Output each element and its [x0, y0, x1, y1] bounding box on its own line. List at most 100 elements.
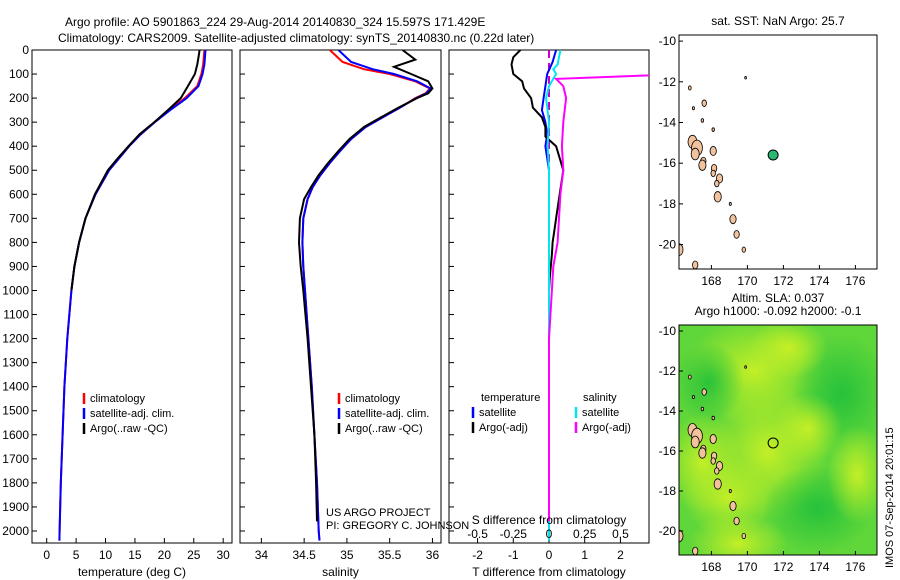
temperature-ytick-label: 1700 [2, 452, 29, 466]
sla_map-ytick-label: -20 [659, 524, 677, 538]
sla_map-island [692, 546, 699, 555]
sla_map-heatmap-cell [747, 325, 828, 378]
temperature-ytick-label: 1100 [3, 308, 29, 322]
sst_map-island [700, 118, 705, 123]
sst_map-ytick-label: -16 [659, 156, 677, 170]
salinity-plot-frame [239, 49, 442, 544]
temperature-xtick-label: 25 [187, 548, 201, 562]
difference-legend-salinity-header: salinity [583, 392, 617, 404]
temperature-x-axis-label: temperature (deg C) [78, 565, 186, 579]
temperature-ytick-label: 800 [9, 235, 29, 249]
temperature-ytick-label: 1400 [2, 380, 29, 394]
salinity-series-argo-raw-qc--line [297, 50, 434, 522]
sst_map-island [691, 106, 695, 111]
temperature-ytick-label: 1300 [2, 356, 29, 370]
sla_map-heatmap-cell [679, 342, 744, 423]
sla_map-island [713, 478, 722, 490]
temperature-xtick-label: 10 [99, 548, 113, 562]
title-line-2: Climatology: CARS2009. Satellite-adjuste… [58, 31, 534, 45]
sla-map-title-line-2: Argo h1000: -0.092 h2000: -0.1 [695, 304, 862, 318]
difference-legend-temp-satellite-label: satellite [479, 407, 516, 419]
difference-x2-tick-label: 0.25 [573, 527, 597, 541]
sla_map-island [741, 533, 746, 540]
difference-profile-chart: -2 -1 0 1 2 T difference from climatology temp… [448, 49, 650, 579]
temperature-ytick-label: 400 [9, 139, 29, 153]
sst_map-xtick-label: 176 [845, 274, 865, 288]
title-line-1: Argo profile: AO 5901863_224 29-Aug-2014… [65, 15, 485, 29]
sst_map-ytick-label: -10 [659, 34, 677, 48]
sla_map-island [711, 415, 715, 421]
sla_map-xtick-label: 170 [737, 560, 757, 574]
sla-location-map: 168 170 172 174 176 -10 -12 -14 -16 -18 -20 Altim. … [659, 291, 878, 574]
sst_map-background [679, 35, 877, 269]
difference-x2-tick-label: -0.5 [467, 527, 488, 541]
sst_map-island [741, 246, 746, 253]
sla_map-island [714, 467, 720, 475]
sst_map-island [733, 230, 740, 239]
difference-x-axis-label: T difference from climatology [472, 565, 626, 579]
sst_map-xtick-label: 174 [809, 274, 829, 288]
difference-xtick-label: -2 [472, 548, 483, 562]
temperature-ytick-label: 600 [9, 187, 29, 201]
sla_map-xtick-label: 174 [809, 560, 829, 574]
salinity-xtick-label: 34 [255, 548, 269, 562]
temperature-ytick-label: 700 [9, 211, 29, 225]
salinity-legend-2-label: Argo(..raw -QC) [345, 423, 423, 435]
sla_map-content [679, 325, 877, 555]
sla_map-island [710, 457, 716, 465]
sla_map-island [698, 447, 707, 459]
temperature-xtick-label: 0 [43, 548, 50, 562]
difference-xtick-label: 0 [546, 548, 553, 562]
sla_map-float-marker [767, 437, 779, 449]
sla_map-frame [678, 324, 878, 556]
salinity-legend-1-label: satellite-adj. clim. [345, 408, 429, 420]
temperature-xtick-label: 5 [73, 548, 80, 562]
salinity-xtick-label: 35 [340, 548, 354, 562]
sla_map-ytick-label: -16 [659, 444, 677, 458]
difference-series-satellite-line [545, 50, 562, 541]
sst_map-island [710, 169, 716, 178]
sla_map-ytick-label: -12 [659, 364, 677, 378]
sla_map-ytick-label: -14 [659, 404, 677, 418]
difference-xtick-label: 2 [617, 548, 624, 562]
sst_map-xtick-label: 168 [701, 274, 721, 288]
sla_map-xtick-label: 168 [701, 560, 721, 574]
sla_map-island [709, 434, 717, 444]
temperature-plot-frame [31, 49, 233, 544]
difference-series-argo-adj--line [548, 74, 649, 522]
difference-xtick-label: 1 [581, 548, 588, 562]
sst_map-island [687, 85, 692, 91]
sla_map-island [701, 388, 707, 396]
sla_map-island [700, 406, 705, 412]
salinity-xtick-label: 36 [426, 548, 440, 562]
sst_map-frame [678, 34, 878, 270]
sst_map-island [728, 201, 732, 206]
difference-x2-axis-label: S difference from climatology [472, 513, 627, 527]
sst_map-xtick-label: 170 [737, 274, 757, 288]
difference-series-group [510, 50, 649, 541]
sla_map-island [690, 435, 700, 449]
difference-legend-sal-argo-label: Argo(-adj) [582, 422, 631, 434]
imos-watermark: IMOS 07-Sep-2014 20:01:15 [884, 427, 896, 568]
sla_map-heatmap-cell [827, 424, 877, 525]
temperature-ytick-label: 0 [22, 43, 29, 57]
sla_map-ytick-label: -18 [659, 484, 677, 498]
temperature-ytick-label: 200 [9, 91, 29, 105]
sst_map-float-marker [767, 149, 779, 161]
sst_map-island [714, 179, 720, 188]
sla_map-island [691, 395, 695, 399]
temperature-ytick-label: 1800 [2, 476, 29, 490]
temperature-ytick-label: 1000 [2, 283, 29, 297]
temperature-ytick-label: 1200 [2, 332, 29, 346]
sst_map-ytick-label: -12 [659, 75, 677, 89]
temperature-profile-chart: 0 5 10 15 20 25 300100200300400500600700800900… [2, 43, 233, 579]
sst_map-content [679, 76, 779, 269]
credit-line-2: PI: GREGORY C. JOHNSON [326, 520, 469, 532]
salinity-legend-0-label: climatology [345, 393, 401, 405]
sst_map-island [713, 191, 722, 203]
sst_map-ytick-label: -14 [659, 115, 677, 129]
difference-x2-tick-label: 0.5 [612, 527, 629, 541]
temperature-legend-0-label: climatology [90, 393, 146, 405]
salinity-xtick-label: 35.5 [378, 548, 402, 562]
